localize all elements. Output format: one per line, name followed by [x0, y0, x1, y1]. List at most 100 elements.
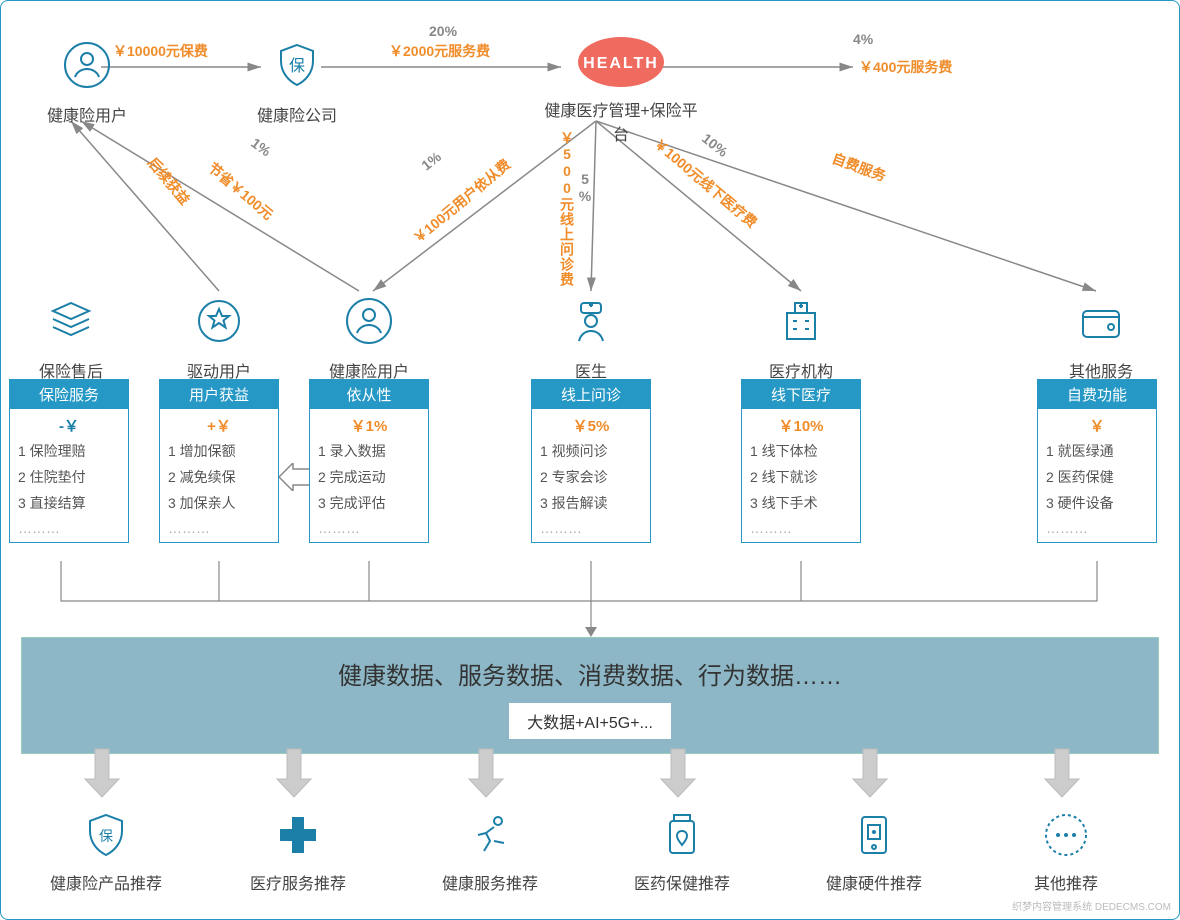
data-box: 健康数据、服务数据、消费数据、行为数据…… 大数据+AI+5G+... — [21, 637, 1159, 754]
card-header: 依从性 — [310, 380, 428, 409]
list-item: 2 专家会诊 — [540, 464, 642, 490]
ellipsis: ……… — [160, 520, 278, 542]
doctor-icon — [567, 297, 615, 345]
edge-save100: 节省￥100元 — [204, 158, 278, 224]
edge-pct10: 10% — [699, 130, 731, 160]
list-item: 1 录入数据 — [318, 438, 420, 464]
left-pointer-icon — [279, 463, 313, 491]
card-items: 1 录入数据 2 完成运动 3 完成评估 — [310, 438, 428, 520]
medical-cross-icon — [274, 811, 322, 859]
data-box-title: 健康数据、服务数据、消费数据、行为数据…… — [22, 656, 1158, 691]
node-health-platform: HEALTH 健康医疗管理+保险平台 — [541, 35, 701, 145]
health-ellipse-icon: HEALTH — [576, 35, 666, 89]
node-doctor: 医生 — [541, 297, 641, 382]
svg-text:HEALTH: HEALTH — [583, 55, 659, 72]
card-offline: 线下医疗 ￥10% 1 线下体检 2 线下就诊 3 线下手术 ……… — [741, 379, 861, 543]
shield-icon: 保 — [273, 41, 321, 89]
list-item: 1 线下体检 — [750, 438, 852, 464]
card-items: 1 保险理赔 2 住院垫付 3 直接结算 — [10, 438, 128, 520]
node-company-label: 健康险公司 — [247, 102, 347, 126]
card-compliance: 依从性 ￥1% 1 录入数据 2 完成运动 3 完成评估 ……… — [309, 379, 429, 543]
list-item: 1 增加保额 — [168, 438, 270, 464]
medicine-icon — [658, 811, 706, 859]
list-item: 3 完成评估 — [318, 490, 420, 516]
node-user-top-label: 健康险用户 — [37, 102, 137, 126]
rec-hardware: 健康硬件推荐 — [809, 811, 939, 894]
svg-text:保: 保 — [99, 828, 113, 844]
ellipsis: ……… — [742, 520, 860, 542]
node-other: 其他服务 — [1051, 297, 1151, 382]
diagram-canvas: 健康险用户 保 健康险公司 HEALTH 健康医疗管理+保险平台 ￥10000元… — [0, 0, 1180, 920]
card-header: 用户获益 — [160, 380, 278, 409]
list-item: 2 住院垫付 — [18, 464, 120, 490]
card-value: -￥ — [10, 409, 128, 438]
edge-pct1a: 1% — [248, 135, 274, 160]
card-value: +￥ — [160, 409, 278, 438]
edge-service2000: ￥2000元服务费 — [389, 41, 490, 61]
card-value: ￥1% — [310, 409, 428, 438]
hospital-icon — [777, 297, 825, 345]
more-icon — [1042, 811, 1090, 859]
rec-label: 医药保健推荐 — [617, 870, 747, 894]
card-value: ￥10% — [742, 409, 860, 438]
running-icon — [466, 811, 514, 859]
node-drive-user: 驱动用户 — [169, 297, 269, 382]
edge-offline1000: ￥1000元线下医疗费 — [650, 134, 762, 232]
card-value: ￥5% — [532, 409, 650, 438]
card-value: ￥ — [1038, 409, 1156, 438]
card-header: 自费功能 — [1038, 380, 1156, 409]
rec-other: 其他推荐 — [1001, 811, 1131, 894]
shield-icon: 保 — [82, 811, 130, 859]
list-item: 2 线下就诊 — [750, 464, 852, 490]
device-icon — [850, 811, 898, 859]
ellipsis: ……… — [310, 520, 428, 542]
edge-premium: ￥10000元保费 — [113, 41, 208, 61]
rec-label: 健康服务推荐 — [425, 870, 555, 894]
rec-pharma: 医药保健推荐 — [617, 811, 747, 894]
card-header: 线上问诊 — [532, 380, 650, 409]
rec-label: 健康硬件推荐 — [809, 870, 939, 894]
edge-selfpay: 自费服务 — [829, 148, 888, 186]
card-user-benefit: 用户获益 +￥ 1 增加保额 2 减免续保 3 加保亲人 ……… — [159, 379, 279, 543]
footer-brand: 织梦内容管理系统 DEDECMS.COM — [1012, 898, 1171, 913]
edge-online500: ￥500元线上问诊费 — [557, 131, 577, 287]
list-item: 2 减免续保 — [168, 464, 270, 490]
card-selfpay: 自费功能 ￥ 1 就医绿通 2 医药保健 3 硬件设备 ……… — [1037, 379, 1157, 543]
ellipsis: ……… — [1038, 520, 1156, 542]
edge-service400: ￥400元服务费 — [859, 57, 952, 77]
rec-label: 医疗服务推荐 — [233, 870, 363, 894]
card-header: 保险服务 — [10, 380, 128, 409]
list-item: 2 完成运动 — [318, 464, 420, 490]
list-item: 2 医药保健 — [1046, 464, 1148, 490]
node-aftersale: 保险售后 — [21, 297, 121, 382]
node-company: 保 健康险公司 — [247, 41, 347, 126]
rec-label: 其他推荐 — [1001, 870, 1131, 894]
edge-pct5: 5% — [577, 171, 593, 205]
card-header: 线下医疗 — [742, 380, 860, 409]
node-institution: 医疗机构 — [751, 297, 851, 382]
rec-medical: 医疗服务推荐 — [233, 811, 363, 894]
list-item: 3 加保亲人 — [168, 490, 270, 516]
list-item: 1 视频问诊 — [540, 438, 642, 464]
card-insurance-service: 保险服务 -￥ 1 保险理赔 2 住院垫付 3 直接结算 ……… — [9, 379, 129, 543]
rec-health-service: 健康服务推荐 — [425, 811, 555, 894]
svg-text:保: 保 — [289, 57, 305, 75]
wallet-icon — [1077, 297, 1125, 345]
card-items: 1 线下体检 2 线下就诊 3 线下手术 — [742, 438, 860, 520]
ellipsis: ……… — [10, 520, 128, 542]
ellipsis: ……… — [532, 520, 650, 542]
card-online: 线上问诊 ￥5% 1 视频问诊 2 专家会诊 3 报告解读 ……… — [531, 379, 651, 543]
rec-label: 健康险产品推荐 — [41, 870, 171, 894]
list-item: 1 就医绿通 — [1046, 438, 1148, 464]
edge-pct1b: 1% — [418, 148, 444, 173]
list-item: 3 线下手术 — [750, 490, 852, 516]
user-icon — [63, 41, 111, 89]
rec-insurance: 保 健康险产品推荐 — [41, 811, 171, 894]
card-items: 1 增加保额 2 减免续保 3 加保亲人 — [160, 438, 278, 520]
data-box-subtitle: 大数据+AI+5G+... — [509, 703, 671, 739]
card-items: 1 视频问诊 2 专家会诊 3 报告解读 — [532, 438, 650, 520]
edge-back-benefit: 后续获益 — [143, 153, 194, 209]
node-user-mid: 健康险用户 — [319, 297, 419, 382]
list-item: 3 直接结算 — [18, 490, 120, 516]
list-item: 3 报告解读 — [540, 490, 642, 516]
